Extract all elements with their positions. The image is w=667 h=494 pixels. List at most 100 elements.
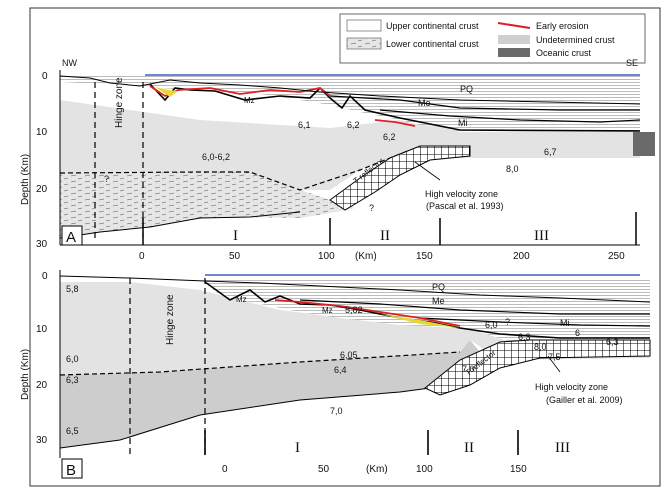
panel-b-high-velocity-zone — [424, 339, 651, 396]
panel-b-hvz-label: High velocity zone — [535, 382, 608, 392]
panel-b-label-pq: PQ — [432, 282, 445, 292]
panel-b-xtick-100: 100 — [416, 464, 433, 475]
panel-a-label-v3: 6,2 — [347, 120, 360, 130]
panel-b-label-605: 6,05 — [340, 350, 358, 360]
panel-b-ytick-20: 20 — [36, 380, 48, 391]
panel-a-xtick-150: 150 — [416, 251, 433, 262]
panel-b-label-63c: 6,3 — [606, 337, 619, 347]
panel-b-label-me: Me — [432, 296, 445, 306]
panel-b-hvz-ref: (Gailler et al. 2009) — [546, 395, 623, 405]
panel-b-ytick-30: 30 — [36, 435, 48, 446]
panel-a-se-label: SE — [626, 58, 638, 68]
panel-b-label-60: 6,0 — [66, 354, 79, 364]
panel-a-label-v5: 6,7 — [544, 147, 557, 157]
panel-a-letter: A — [66, 229, 76, 246]
panel-b-erosion-line — [274, 299, 461, 327]
panel-a-label-pq: PQ — [460, 84, 473, 94]
panel-b-xtick-150: 150 — [510, 464, 527, 475]
legend-upper-swatch — [346, 19, 382, 32]
panel-a-ytick-30: 30 — [36, 239, 48, 250]
panel-b-lower-boundary — [59, 387, 431, 449]
panel-b-sediments — [205, 280, 650, 345]
panel-b-hinge-label: Hinge zone — [165, 294, 176, 345]
panel-b-letter-box — [61, 458, 83, 479]
legend-lower-label: Lower continental crust — [386, 39, 479, 49]
panel-b-question: ? — [505, 317, 510, 327]
panel-a-oceanic-crust — [633, 132, 655, 156]
panel-a-question-2: ? — [369, 203, 374, 213]
panel-b-label-65: 6,5 — [66, 426, 79, 436]
panel-a-hvz-ref: (Pascal et al. 1993) — [426, 201, 504, 211]
panel-a-ytick-10: 10 — [36, 127, 48, 138]
panel-a-label-me: Me — [418, 98, 431, 108]
panel-a-label-mi: Mi — [458, 118, 468, 128]
panel-a-ylabel: Depth (Km) — [20, 154, 31, 205]
panel-b-ytick-10: 10 — [36, 324, 48, 335]
panel-a-xtick-250: 250 — [608, 251, 625, 262]
panel-b-ylabel: Depth (Km) — [20, 349, 31, 400]
panel-b-label-58: 5,8 — [66, 284, 79, 294]
panel-a-horizon-mi — [379, 109, 641, 123]
panel-a-domain-1: I — [233, 228, 238, 244]
panel-b-domain-3: III — [555, 440, 570, 456]
panel-a-hvz-label: High velocity zone — [425, 189, 498, 199]
panel-a-yellow-fill — [155, 87, 178, 97]
panel-a-letter-box — [61, 225, 83, 246]
panel-b-xtick-50: 50 — [318, 464, 330, 475]
panel-b-label-75: 7,5 — [548, 352, 561, 362]
panel-a-label-v2: 6,1 — [298, 120, 311, 130]
panel-b-ytick-0: 0 — [42, 271, 48, 282]
panel-b-label-mi: Mi — [560, 318, 570, 328]
panel-b-horizon-me — [299, 299, 650, 315]
panel-b-hvz-arrow — [547, 355, 561, 373]
legend-undetermined-label: Undetermined crust — [536, 35, 615, 45]
panel-b-label-582: 5,82 — [345, 305, 363, 315]
panel-a-label-mz: Mz — [244, 96, 255, 105]
panel-b-domain-1: I — [295, 440, 300, 456]
legend-lower-swatch — [346, 37, 382, 50]
panel-a-lower-boundary — [59, 211, 301, 239]
panel-b-label-6: 6 — [575, 328, 580, 338]
panel-b-label-70a: 7,0 — [330, 406, 343, 416]
panel-b-seafloor — [59, 275, 651, 303]
panel-a-ytick-0: 0 — [42, 71, 48, 82]
panel-a: NW SE 0 10 20 30 Depth (Km) 0 50 100 150… — [20, 58, 655, 262]
panel-a-xtick-0: 0 — [139, 251, 145, 262]
panel-a-hvz-arrow — [414, 161, 441, 181]
panel-b-yellow-fill — [380, 314, 460, 328]
panel-b-moho — [59, 351, 461, 376]
panel-a-high-velocity-zone — [329, 145, 471, 211]
panel-a-xtick-200: 200 — [513, 251, 530, 262]
panel-b-label-60b: 6,0 — [485, 320, 498, 330]
panel-b-lower-crust — [60, 340, 480, 448]
panel-a-middle-crust — [60, 100, 640, 190]
legend: Upper continental crust Lower continenta… — [339, 13, 646, 64]
panel-b-label-mz-1: Mz — [236, 295, 247, 304]
panel-a-label-v4: 6,2 — [383, 132, 396, 142]
panel-a-xunit: (Km) — [355, 251, 377, 262]
panel-b-xunit: (Km) — [366, 464, 388, 475]
panel-a-label-v1: 6,0-6,2 — [202, 152, 230, 162]
panel-b-label-mz-2: Mz — [322, 306, 333, 315]
panel-b-domain-2: II — [464, 440, 474, 456]
panel-a-domain-3: III — [534, 228, 549, 244]
panel-a-label-v6: 8,0 — [506, 164, 519, 174]
panel-a-xtick-50: 50 — [229, 251, 241, 262]
legend-oceanic-label: Oceanic crust — [536, 48, 592, 58]
panel-a-ytick-20: 20 — [36, 184, 48, 195]
panel-a-domain-2: II — [380, 228, 390, 244]
legend-erosion-label: Early erosion — [536, 21, 589, 31]
legend-erosion-swatch — [497, 22, 531, 29]
panel-a-xtick-100: 100 — [318, 251, 335, 262]
panel-a-seafloor — [59, 75, 641, 105]
panel-b-letter: B — [66, 462, 76, 479]
panel-a-horizon-me — [329, 95, 640, 111]
legend-undetermined-swatch — [498, 35, 530, 44]
panel-a-moho — [59, 149, 411, 191]
legend-upper-label: Upper continental crust — [386, 21, 479, 31]
panel-b-xtick-0: 0 — [222, 464, 228, 475]
panel-b-horizon-mi — [419, 317, 651, 327]
panel-b-label-64: 6,4 — [334, 365, 347, 375]
panel-b: 0 10 20 30 Depth (Km) 0 50 100 150 (Km) … — [20, 270, 651, 479]
